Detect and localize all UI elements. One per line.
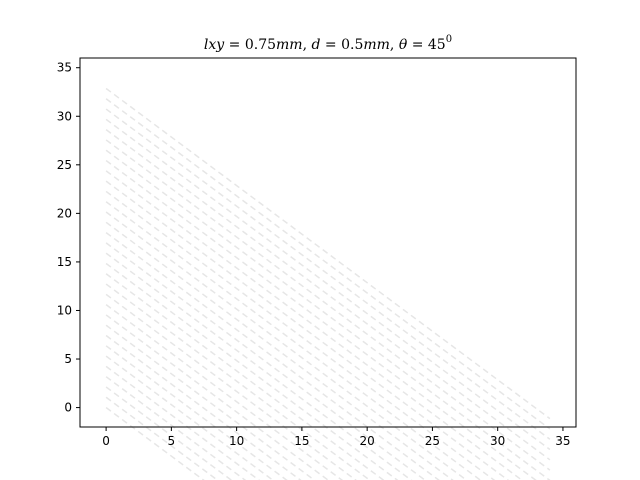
hatch-line <box>105 304 344 480</box>
hatch-line <box>105 159 537 480</box>
x-tick-label: 20 <box>360 434 375 448</box>
x-tick-label: 5 <box>168 434 176 448</box>
hatch-line <box>105 376 247 480</box>
y-tick-label: 10 <box>57 303 72 317</box>
x-tick-label: 15 <box>294 434 309 448</box>
x-tick-label: 0 <box>102 434 110 448</box>
hatch-lines <box>105 87 551 480</box>
hatch-line <box>105 170 523 480</box>
y-tick-label: 25 <box>57 158 72 172</box>
x-axis: 0 5 10 15 20 25 30 35 <box>102 427 571 448</box>
hatch-line <box>105 334 302 480</box>
hatch-line <box>105 262 399 480</box>
hatch-line <box>105 180 510 480</box>
hatch-line <box>105 108 551 440</box>
hatch-line <box>105 252 413 480</box>
hatch-line <box>105 129 551 461</box>
hatch-line <box>105 242 427 480</box>
hatch-line <box>105 211 468 480</box>
hatch-line <box>105 201 482 480</box>
hatch-line <box>105 139 551 471</box>
y-tick-label: 20 <box>57 206 72 220</box>
hatch-line <box>105 221 454 480</box>
hatch-line <box>105 273 385 480</box>
y-tick-label: 35 <box>57 61 72 75</box>
plot-frame <box>79 57 577 428</box>
y-tick-label: 5 <box>64 352 72 366</box>
y-axis: 0 5 10 15 20 25 30 35 <box>57 61 80 415</box>
hatch-line <box>105 118 551 451</box>
x-tick-label: 10 <box>229 434 244 448</box>
y-tick-label: 30 <box>57 109 72 123</box>
x-tick-label: 25 <box>425 434 440 448</box>
hatch-line <box>105 98 551 430</box>
x-tick-label: 30 <box>490 434 505 448</box>
y-tick-label: 0 <box>64 401 72 415</box>
hatch-line <box>105 190 496 480</box>
hatch-line <box>105 345 288 480</box>
x-tick-label: 35 <box>555 434 570 448</box>
hatch-line <box>105 396 219 480</box>
hatch-line <box>105 293 357 480</box>
hatch-line <box>105 355 274 480</box>
y-tick-label: 15 <box>57 255 72 269</box>
hatch-line <box>105 324 316 480</box>
hatch-line <box>105 87 551 420</box>
hatch-line <box>105 386 233 480</box>
hatch-line <box>105 406 205 480</box>
hatch-line <box>105 365 261 480</box>
chart-title: lxy = 0.75mm, d = 0.5mm, θ = 450 <box>204 34 452 53</box>
hatch-line <box>105 231 440 480</box>
hatch-line <box>105 149 551 480</box>
hatch-line <box>105 314 330 480</box>
hatch-line <box>105 283 371 480</box>
